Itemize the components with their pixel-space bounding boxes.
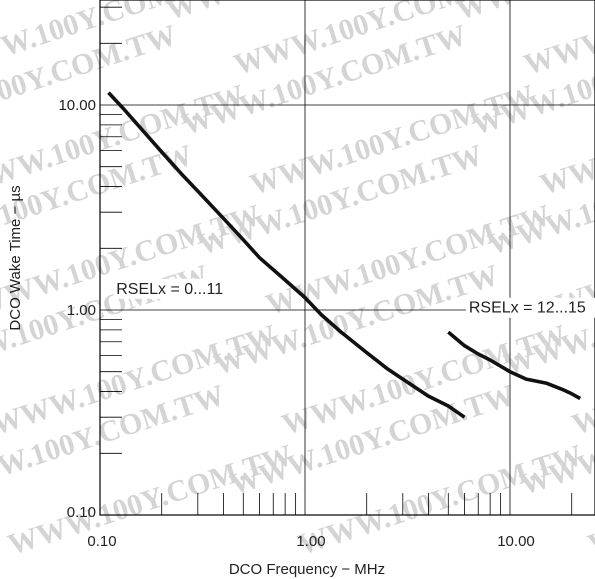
annotation-label: RSELx = 12...15: [469, 300, 586, 317]
series-line-1: [447, 330, 582, 401]
x-axis-label: DCO Frequency − MHz: [229, 561, 385, 578]
y-axis-label: DCO Wake Time − µs: [7, 185, 24, 330]
x-tick-label: 1.00: [296, 533, 325, 550]
annotation-bg: [465, 297, 595, 318]
plot-frame: [99, 0, 595, 516]
axis-ticks: [100, 6, 573, 515]
x-tick-label: 0.10: [87, 533, 116, 550]
series-lines: [107, 91, 582, 419]
x-tick-label: 10.00: [497, 533, 535, 550]
tick-labels: 0.10 1.00 10.00 0.10 1.00 10.00: [58, 97, 534, 550]
annotation-label: RSELx = 0...11: [116, 281, 223, 298]
annotation-bg: [113, 278, 243, 299]
y-tick-label: 10.00: [58, 97, 96, 114]
y-tick-label: 1.00: [67, 302, 96, 319]
series-line-0: [107, 91, 466, 419]
annotations: RSELx = 0...11 RSELx = 12...15: [113, 278, 595, 318]
y-tick-label: 0.10: [67, 504, 96, 521]
